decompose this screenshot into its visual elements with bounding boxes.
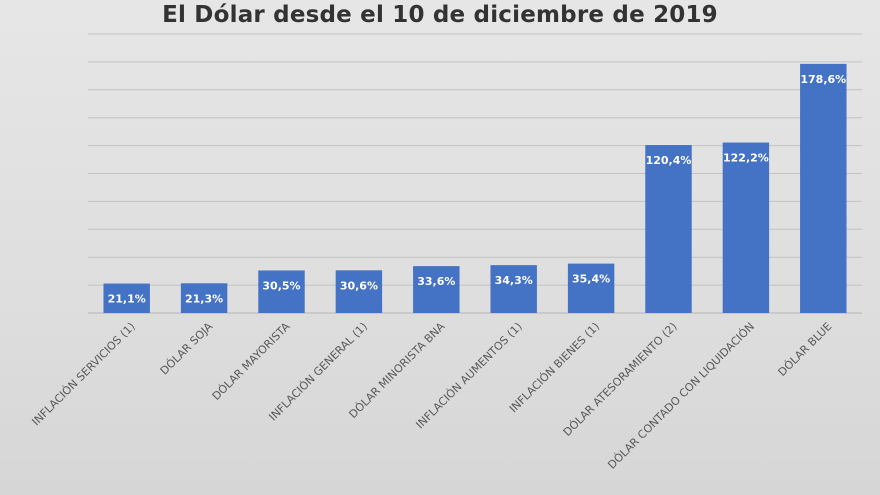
bar [722,142,770,313]
data-label: 120,4% [646,154,692,167]
category-label: DÓLAR BLUE [776,320,835,379]
category-label: DÓLAR CONTADO CON LIQUIDACIÓN [605,320,757,472]
data-label: 33,6% [417,275,455,288]
data-label: 35,4% [572,273,610,286]
data-label: 21,1% [108,293,146,306]
data-label: 122,2% [723,152,769,165]
chart-title: El Dólar desde el 10 de diciembre de 201… [162,2,718,28]
bar [413,266,460,313]
bar [567,263,615,313]
data-label: 30,5% [262,279,300,292]
data-labels: 21,1% 21,3% 30,5% 30,6% 33,6% 34,3% 35,4% 120,4… [108,73,847,306]
data-label: 30,6% [340,279,378,292]
bar [180,283,228,313]
bars [103,63,847,314]
bar [258,270,305,313]
category-label: DÓLAR MAYORISTA [210,320,293,403]
data-label: 34,3% [495,274,533,287]
data-label: 21,3% [185,292,223,305]
bar [645,145,692,313]
category-label: INFLACIÓN SERVICIOS (1) [29,320,137,428]
bar [103,283,150,313]
category-label: INFLACIÓN BIENES (1) [507,320,602,415]
bar [490,265,537,313]
bar [335,270,383,313]
category-label: DÓLAR SOJA [158,320,216,378]
data-label: 178,6% [800,73,846,86]
bar [800,63,847,314]
